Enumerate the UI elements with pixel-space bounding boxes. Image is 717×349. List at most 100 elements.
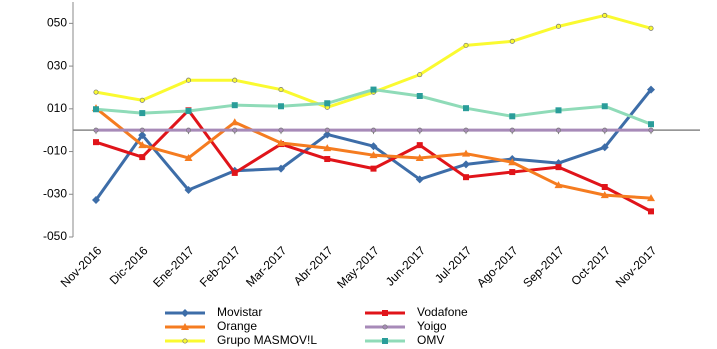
marker — [323, 130, 332, 139]
legend-label: Grupo MASMOV!L — [217, 333, 317, 347]
marker — [323, 144, 332, 152]
marker — [382, 310, 388, 316]
marker — [509, 169, 516, 176]
marker — [231, 169, 238, 176]
marker — [138, 131, 147, 140]
marker — [508, 158, 517, 166]
marker — [415, 153, 424, 161]
y-tick-label: -030 — [43, 186, 67, 200]
marker — [139, 110, 146, 117]
marker — [602, 12, 608, 19]
marker — [648, 208, 654, 215]
marker — [139, 154, 146, 161]
y-tick-label: -010 — [43, 144, 67, 158]
x-tick-label: Nov-2016 — [58, 243, 105, 290]
marker — [601, 184, 608, 191]
legend-label: Vodafone — [417, 305, 468, 319]
marker — [463, 127, 469, 133]
marker — [93, 106, 99, 113]
marker — [138, 141, 147, 149]
marker — [601, 103, 608, 110]
marker — [647, 194, 655, 202]
marker — [93, 89, 99, 95]
y-tick-label: -050 — [43, 229, 67, 243]
marker — [93, 127, 99, 133]
marker — [181, 309, 189, 317]
x-tick-label: Mar-2017 — [243, 243, 289, 289]
marker — [417, 72, 423, 78]
x-tick-label: Feb-2017 — [197, 243, 243, 289]
marker — [92, 196, 100, 205]
marker — [509, 113, 516, 120]
marker — [369, 151, 378, 159]
marker — [232, 127, 238, 133]
marker — [185, 127, 192, 133]
marker — [232, 77, 238, 83]
marker — [369, 142, 378, 151]
marker — [278, 87, 284, 93]
marker — [230, 118, 239, 126]
y-tick-label: 010 — [47, 101, 67, 115]
marker — [555, 127, 562, 133]
marker — [509, 38, 515, 44]
marker — [370, 165, 377, 172]
y-tick-label: 050 — [47, 16, 67, 30]
marker — [600, 191, 609, 199]
x-tick-label: Ene-2017 — [150, 243, 197, 290]
legend-label: Movistar — [217, 305, 262, 319]
marker — [93, 139, 99, 146]
marker — [370, 127, 377, 133]
marker — [182, 338, 188, 344]
marker — [181, 323, 189, 330]
marker — [278, 127, 284, 133]
x-tick-label: Dic-2016 — [107, 243, 151, 287]
marker — [382, 338, 388, 344]
marker — [231, 102, 238, 109]
marker — [554, 181, 563, 189]
x-tick-label: Abr-2017 — [291, 243, 336, 288]
x-tick-label: Sep-2017 — [520, 243, 567, 290]
marker — [648, 127, 654, 133]
marker — [185, 77, 192, 83]
marker — [324, 127, 330, 133]
x-tick-label: Oct-2017 — [568, 243, 613, 288]
marker — [555, 164, 562, 171]
x-tick-label: May-2017 — [334, 243, 382, 291]
marker — [416, 93, 423, 99]
marker — [139, 127, 145, 133]
marker — [277, 139, 285, 146]
marker — [462, 149, 470, 157]
marker — [324, 156, 331, 163]
marker — [600, 143, 609, 152]
marker — [463, 105, 469, 112]
x-tick-label: Jun-2017 — [383, 243, 429, 289]
marker — [555, 23, 562, 29]
marker — [463, 174, 469, 181]
marker — [509, 127, 515, 133]
marker — [382, 324, 388, 330]
marker — [648, 121, 654, 128]
legend-label: Orange — [217, 319, 257, 333]
marker — [462, 160, 470, 169]
marker — [463, 42, 469, 48]
x-tick-label: Nov-2017 — [613, 243, 660, 290]
marker — [185, 107, 192, 114]
marker — [648, 25, 654, 31]
legend-label: Yoigo — [417, 319, 447, 333]
marker — [647, 85, 655, 94]
marker — [370, 86, 377, 93]
y-tick-label: 030 — [47, 58, 67, 72]
marker — [416, 142, 423, 149]
marker — [139, 97, 145, 103]
marker — [184, 186, 193, 194]
marker — [555, 107, 562, 114]
x-tick-label: Ago-2017 — [474, 243, 521, 290]
legend-label: OMV — [417, 333, 444, 347]
marker — [278, 103, 284, 110]
marker — [415, 175, 424, 184]
marker — [277, 164, 285, 173]
marker — [417, 127, 423, 133]
marker — [324, 100, 331, 107]
marker — [602, 127, 608, 133]
